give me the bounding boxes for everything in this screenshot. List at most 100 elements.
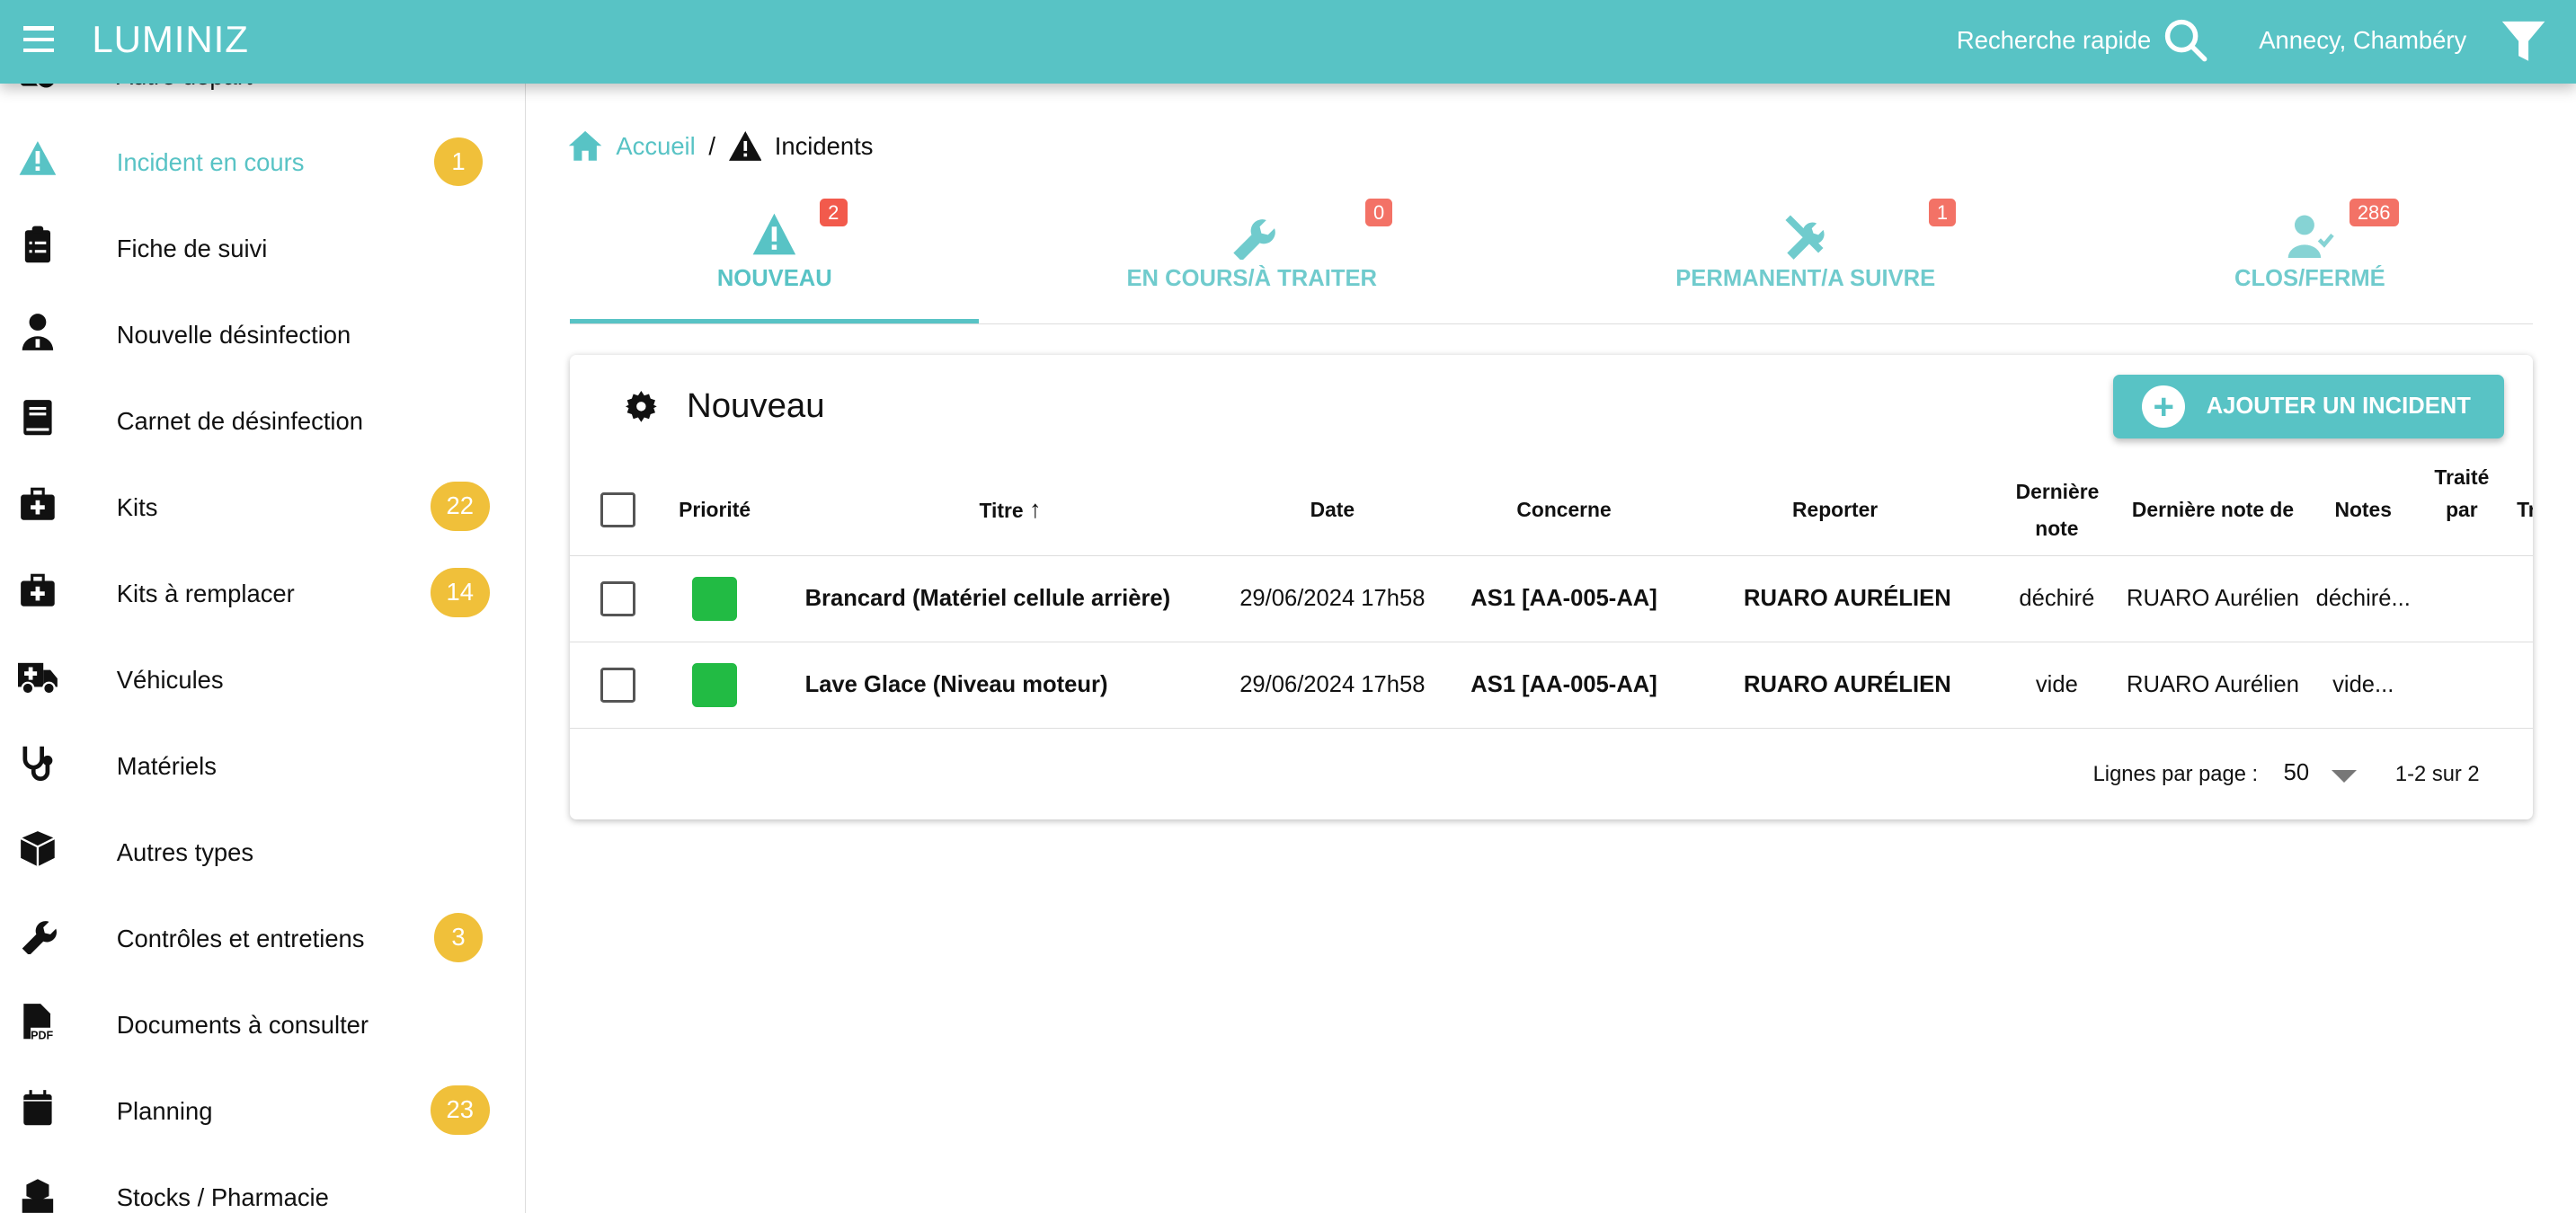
cell-notes: déchiré... [2303,555,2423,642]
col-truncated[interactable]: Tr [2500,465,2534,556]
count-badge: 3 [433,913,484,963]
card-title: Nouveau [687,385,825,425]
incidents-card: Nouveau + AJOUTER UN INCIDENT Priorité Ti… [570,354,2534,820]
medkit-icon [21,573,55,606]
cell-concerne: AS1 [AA-005-AA] [1449,555,1712,642]
sidebar-item-label: Contrôles et entretiens [116,924,365,952]
tab-label: PERMANENT/A SUIVRE [1675,266,1936,292]
sidebar: Autre depart Incident en cours 1 Fiche de s… [0,84,526,1213]
cell-reporter: RUARO AURÉLIEN [1711,642,1992,729]
cell-titre: Lave Glace (Niveau moteur) [763,642,1216,729]
sidebar-item-label: Documents à consulter [116,1010,369,1039]
sidebar-item-autres-types[interactable]: Autres types [0,815,525,867]
sidebar-item-label: Matériels [116,751,217,780]
clipboard-list-icon [24,226,51,263]
sidebar-item-label: Stocks / Pharmacie [116,1182,329,1211]
stethoscope-icon [22,746,53,782]
table-header-row: Priorité Titre ↑ Date Concerne Reporter … [570,465,2534,556]
cell-derniere-note: vide [1991,642,2123,729]
sort-arrow-up-icon: ↑ [1028,494,1042,523]
col-titre-label: Titre [979,498,1024,522]
calendar-icon [23,1090,52,1126]
tab-count-badge: 0 [1364,199,1393,227]
row-checkbox[interactable] [600,667,635,703]
search-icon[interactable] [2163,18,2209,64]
warning-icon [753,213,796,255]
sidebar-item-documents-a-consulter[interactable]: PDF Documents à consulter [0,987,525,1040]
sidebar-item-kits-a-remplacer[interactable]: Kits à remplacer 14 [0,557,525,618]
cell-derniere-note: déchiré [1991,555,2123,642]
chevron-down-icon[interactable] [2331,770,2357,783]
sidebar-item-nouvelle-desinfection[interactable]: Nouvelle désinfection [0,298,525,351]
location-selector[interactable]: Annecy, Chambéry [2259,26,2467,55]
wrench-icon [22,921,58,954]
sidebar-item-controles-et-entretiens[interactable]: Contrôles et entretiens 3 [0,901,525,963]
menu-icon[interactable] [22,26,55,53]
gear-icon[interactable] [626,391,658,422]
count-badge: 14 [430,568,490,618]
col-date[interactable]: Date [1215,465,1450,556]
col-titre[interactable]: Titre ↑ [763,465,1216,556]
cell-notes: vide... [2303,642,2423,729]
pdf-file-icon: PDF [23,1004,58,1040]
table-row[interactable]: Brancard (Matériel cellule arrière) 29/06… [570,555,2534,642]
col-derniere-note-label: Dernière note [2015,480,2100,540]
sidebar-item-label: Fiche de suivi [116,235,268,263]
ambulance-icon [18,663,58,695]
priority-indicator [692,662,737,707]
col-traite-par[interactable]: Traité par [2422,465,2500,556]
breadcrumb: Accueil / Incidents [567,129,873,163]
tab-clos[interactable]: CLOS/FERMÉ 286 [2104,194,2515,323]
tab-nouveau[interactable]: NOUVEAU 2 [570,194,980,324]
quick-search-label[interactable]: Recherche rapide [1956,26,2152,55]
tab-count-badge: 286 [2349,199,2399,227]
add-incident-button[interactable]: + AJOUTER UN INCIDENT [2112,374,2504,438]
sidebar-item-stocks-pharmacie[interactable]: Stocks / Pharmacie [0,1160,525,1213]
cell-derniere-note-de: RUARO Aurélien [2122,642,2304,729]
row-checkbox[interactable] [600,580,635,616]
col-reporter[interactable]: Reporter [1711,465,1992,556]
tools-icon [1785,215,1825,260]
sidebar-item-label: Autres types [116,837,254,866]
col-concerne[interactable]: Concerne [1449,465,1712,556]
cell-traite-par [2422,555,2500,642]
sidebar-item-fiche-de-suivi[interactable]: Fiche de suivi [0,212,525,263]
cell-date: 29/06/2024 17h58 [1215,555,1450,642]
breadcrumb-home[interactable]: Accueil [616,131,696,160]
col-priorite[interactable]: Priorité [665,465,764,556]
sidebar-item-kits[interactable]: Kits 22 [0,471,525,532]
cell-date: 29/06/2024 17h58 [1215,642,1450,729]
sidebar-item-materiels[interactable]: Matériels [0,730,525,782]
user-check-icon [2288,215,2335,258]
col-derniere-note-de[interactable]: Dernière note de [2122,465,2304,556]
cell-titre: Brancard (Matériel cellule arrière) [763,555,1216,642]
warning-icon [19,141,57,176]
filter-icon[interactable] [2500,20,2546,63]
sidebar-item-planning[interactable]: Planning 23 [0,1074,525,1135]
priority-indicator [692,576,737,621]
select-all-checkbox[interactable] [600,492,635,527]
sidebar-item-autre-depart[interactable]: Autre depart [0,84,525,91]
sidebar-item-label: Planning [116,1096,213,1125]
tab-label: EN COURS/À TRAITER [1126,266,1378,292]
sidebar-item-incident-en-cours[interactable]: Incident en cours 1 [0,126,525,187]
col-traite-par-label: Traité par [2434,465,2490,522]
svg-text:PDF: PDF [31,1029,53,1040]
sidebar-item-carnet-de-desinfection[interactable]: Carnet de désinfection [0,385,525,436]
sidebar-item-label: Nouvelle désinfection [116,321,351,350]
rows-per-page-select[interactable]: 50 [2283,760,2310,786]
table-row[interactable]: Lave Glace (Niveau moteur) 29/06/2024 17h… [570,642,2534,729]
plus-icon: + [2142,385,2185,429]
top-app-bar: LUMINIZ Recherche rapide Annecy, Chambér… [0,0,2576,84]
count-badge: 1 [433,137,484,187]
home-icon[interactable] [567,129,603,163]
col-notes[interactable]: Notes [2303,465,2423,556]
cell-traite-par [2422,642,2500,729]
warning-icon [728,131,762,162]
tab-permanent[interactable]: PERMANENT/A SUIVRE 1 [1600,194,2011,323]
active-tab-indicator [570,318,980,324]
doctor-icon [22,314,54,351]
sidebar-item-vehicules[interactable]: Véhicules [0,643,525,695]
tab-en-cours[interactable]: EN COURS/À TRAITER 0 [1046,194,1457,323]
col-derniere-note[interactable]: Dernière note [1991,465,2123,556]
